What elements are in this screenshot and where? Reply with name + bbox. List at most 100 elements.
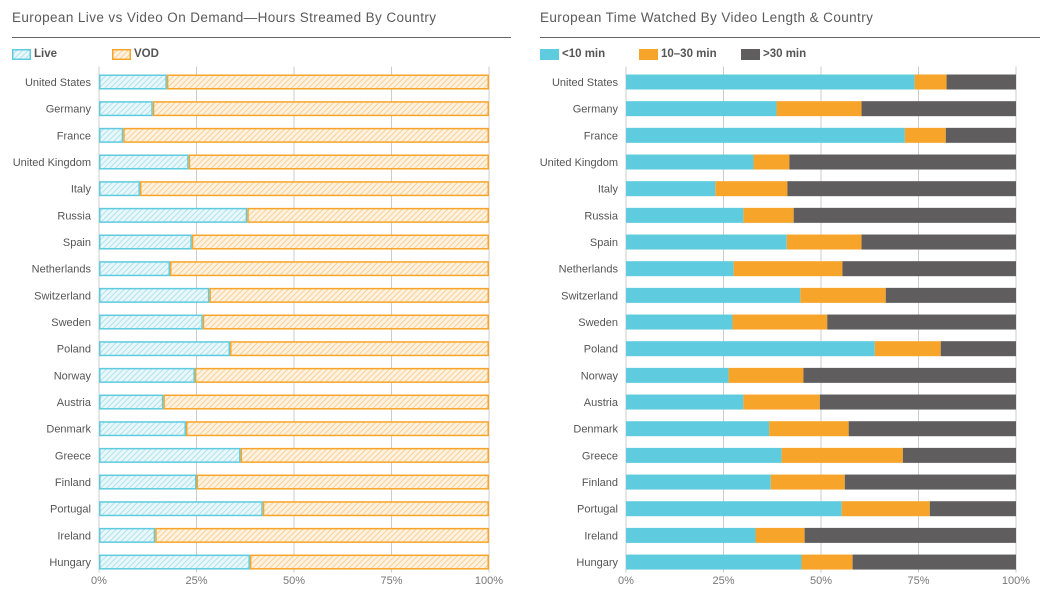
bar-france-live — [99, 127, 124, 143]
bar-norway-10-min — [626, 367, 729, 383]
bar-portugal-30-min — [929, 501, 1016, 517]
bar-greece-10-min — [626, 447, 782, 463]
bar-austria-live — [99, 394, 164, 410]
category-label-sweden: Sweden — [578, 317, 618, 329]
bar-denmark-vod — [185, 421, 489, 437]
category-label-spain: Spain — [63, 237, 91, 249]
x-tick-label: 25% — [712, 575, 734, 587]
bar-greece-10-30-min — [781, 447, 903, 463]
category-label-greece: Greece — [55, 450, 91, 462]
x-tick-label: 100% — [475, 575, 503, 587]
bar-greece-live — [99, 447, 241, 463]
bar-norway-vod — [194, 367, 489, 383]
x-tick-label: 50% — [810, 575, 832, 587]
bar-norway-10-30-min — [728, 367, 804, 383]
category-label-united-states: United States — [25, 77, 92, 89]
legend-swatch-lt10 — [540, 48, 559, 60]
category-label-portugal: Portugal — [577, 504, 618, 516]
bar-united-kingdom-30-min — [789, 154, 1016, 170]
bar-italy-10-min — [626, 181, 716, 197]
category-label-switzerland: Switzerland — [561, 290, 618, 302]
category-label-hungary: Hungary — [576, 557, 618, 569]
bar-germany-30-min — [861, 101, 1016, 117]
bar-finland-30-min — [844, 474, 1016, 490]
bar-hungary-vod — [249, 554, 489, 570]
bar-switzerland-30-min — [885, 287, 1016, 303]
category-label-netherlands: Netherlands — [32, 264, 92, 276]
legend-item-live: Live — [12, 47, 57, 61]
bar-italy-10-30-min — [715, 181, 788, 197]
x-tick-label: 25% — [185, 575, 207, 587]
category-label-russia: Russia — [57, 210, 92, 222]
bar-united-states-live — [99, 74, 167, 90]
bar-sweden-vod — [202, 314, 490, 330]
bar-austria-10-min — [626, 394, 744, 410]
category-label-italy: Italy — [71, 184, 92, 196]
bar-switzerland-vod — [209, 287, 489, 303]
category-label-sweden: Sweden — [51, 317, 91, 329]
bar-finland-live — [99, 474, 197, 490]
category-label-france: France — [57, 130, 91, 142]
x-tick-label: 50% — [283, 575, 305, 587]
legend-swatch-gt30 — [741, 48, 760, 60]
category-label-poland: Poland — [57, 344, 91, 356]
bar-denmark-10-min — [626, 421, 770, 437]
x-tick-label: 75% — [380, 575, 402, 587]
bar-russia-vod — [247, 207, 489, 223]
bar-united-kingdom-live — [99, 154, 189, 170]
bar-netherlands-vod — [169, 261, 489, 277]
legend-swatch-live — [12, 48, 31, 60]
bar-greece-30-min — [902, 447, 1016, 463]
bar-united-states-10-30-min — [914, 74, 947, 90]
category-label-denmark: Denmark — [573, 424, 618, 436]
category-label-spain: Spain — [590, 237, 618, 249]
live-vs-vod-chart-panel: European Live vs Video On Demand—Hours S… — [12, 10, 511, 587]
bar-poland-30-min — [940, 341, 1016, 357]
category-label-ireland: Ireland — [584, 530, 618, 542]
chart-title: European Live vs Video On Demand—Hours S… — [12, 10, 437, 25]
bar-denmark-30-min — [848, 421, 1016, 437]
category-label-greece: Greece — [582, 450, 618, 462]
title-divider — [12, 37, 511, 38]
bar-italy-vod — [139, 181, 489, 197]
legend-swatch-vod — [112, 48, 131, 60]
category-label-portugal: Portugal — [50, 504, 91, 516]
category-label-germany: Germany — [46, 104, 92, 116]
bar-finland-vod — [196, 474, 489, 490]
bar-united-kingdom-10-30-min — [753, 154, 790, 170]
bar-netherlands-30-min — [842, 261, 1016, 277]
bar-russia-live — [99, 207, 248, 223]
bar-russia-30-min — [793, 207, 1016, 223]
category-label-hungary: Hungary — [49, 557, 91, 569]
category-label-germany: Germany — [573, 104, 619, 116]
video-length-bar-chart: United States Germany France United Kingdom… — [540, 66, 1030, 587]
bar-norway-live — [99, 367, 195, 383]
bar-russia-10-30-min — [743, 207, 794, 223]
category-label-denmark: Denmark — [46, 424, 91, 436]
bar-hungary-live — [99, 554, 250, 570]
bar-netherlands-10-min — [626, 261, 734, 277]
bar-ireland-10-30-min — [755, 527, 805, 543]
bar-finland-10-min — [626, 474, 771, 490]
legend-item-10to30: 10–30 min — [639, 47, 717, 61]
bar-united-states-30-min — [946, 74, 1016, 90]
bar-france-30-min — [945, 127, 1016, 143]
x-tick-label: 0% — [91, 575, 107, 587]
legend-label-vod: VOD — [134, 48, 159, 60]
bar-switzerland-10-min — [626, 287, 801, 303]
chart-title: European Time Watched By Video Length & … — [540, 10, 874, 25]
bar-france-10-min — [626, 127, 905, 143]
bar-united-kingdom-vod — [188, 154, 489, 170]
bar-portugal-live — [99, 501, 263, 517]
bar-spain-live — [99, 234, 192, 250]
bar-portugal-vod — [262, 501, 489, 517]
bar-netherlands-live — [99, 261, 170, 277]
bar-italy-live — [99, 181, 140, 197]
bar-ireland-10-min — [626, 527, 756, 543]
bar-sweden-10-30-min — [732, 314, 828, 330]
bar-portugal-10-min — [626, 501, 842, 517]
bar-poland-10-30-min — [874, 341, 941, 357]
legend-swatch-10to30 — [639, 48, 658, 60]
legend-label-10to30: 10–30 min — [661, 48, 717, 60]
category-label-united-states: United States — [552, 77, 619, 89]
